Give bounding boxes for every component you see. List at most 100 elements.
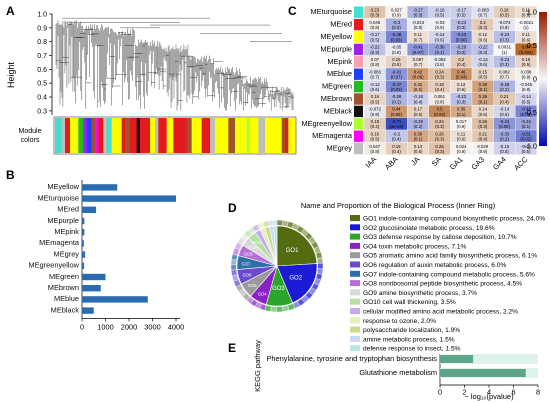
kegg-x-tick-label: 8 <box>536 388 540 397</box>
heatmap-cell-pvalue: (0.8) <box>370 112 379 117</box>
heatmap-row-swatch <box>354 93 363 105</box>
heatmap-cell-value: 0.16 <box>371 94 380 99</box>
heatmap-cell-value: -0.22 <box>478 45 488 50</box>
heatmap-cell-value: 0.26 <box>479 119 488 124</box>
heatmap-cell-pvalue: (0.6) <box>478 62 487 67</box>
module-color-stripe <box>111 118 122 153</box>
heatmap-cell-value: 0.24 <box>435 119 444 124</box>
module-color-stripe <box>158 118 167 153</box>
heatmap-cell-pvalue: (0.8) <box>435 62 444 67</box>
heatmap-cell-value: -0.48 <box>392 32 402 37</box>
heatmap-cell-value: 0.11 <box>522 7 531 12</box>
heatmap-cell-pvalue: (0.3) <box>457 25 466 30</box>
heatmap-cell-value: 0.017 <box>456 119 467 124</box>
module-colors-frame <box>53 116 297 155</box>
heatmap-cell-value: -0.12 <box>370 82 380 87</box>
heatmap-cell-value: 0.11 <box>457 131 466 136</box>
heatmap-cell-value: 0.18 <box>500 7 509 12</box>
dendrogram-y-tick-label: 0.5 <box>37 81 47 88</box>
pie-legend-swatch <box>350 280 360 287</box>
module-color-stripe <box>288 118 296 153</box>
module-color-stripe <box>103 118 107 153</box>
kegg-x-axis-label: − log₁₀(pvalue) <box>464 392 514 401</box>
heatmap-cell-pvalue: (0.5) <box>522 149 531 154</box>
heatmap-cell-value: -0.23 <box>500 57 510 62</box>
heatmap-cell-pvalue: (0.8) <box>522 87 531 92</box>
heatmap-cell-pvalue: (0.08) <box>499 124 511 129</box>
pie-legend-label: GO7 indole-containing compound metabolic… <box>363 271 535 278</box>
heatmap-cell-pvalue: (0.03) <box>391 37 403 42</box>
colorbar-gradient <box>539 12 547 146</box>
pie-legend-swatch <box>350 335 360 342</box>
heatmap-cell-value: -0.28 <box>500 82 510 87</box>
pie-legend-label: GO2 glucosinolate metabolic process, 19.… <box>363 225 495 232</box>
colorbar-tick-label: -1.0 <box>524 142 537 151</box>
module-color-stripe <box>65 118 71 153</box>
pie-slice-label: GO2 <box>289 276 302 282</box>
module-color-stripe <box>55 118 62 153</box>
heatmap-cell-pvalue: (0.6) <box>414 149 423 154</box>
heatmap-row-swatch <box>354 31 363 43</box>
heatmap-cell-pvalue: (0.3) <box>478 50 487 55</box>
heatmap-cell-pvalue: (0.9) <box>435 25 444 30</box>
heatmap-cell-value: 0.36 <box>479 94 488 99</box>
heatmap-cell-value: -0.0021 <box>519 20 534 25</box>
module-size-bar <box>82 195 176 202</box>
heatmap-row-label: MEbrown <box>321 94 352 103</box>
heatmap-cell-value: 0.19 <box>371 119 380 124</box>
heatmap-cell-pvalue: (0.6) <box>500 112 509 117</box>
pie-slice <box>272 225 278 267</box>
module-color-stripe <box>70 118 79 153</box>
heatmap-column-label: GA3 <box>469 155 486 172</box>
heatmap-cell-pvalue: (0.3) <box>478 124 487 129</box>
kegg-x-tick-label: 2 <box>462 388 466 397</box>
heatmap-cell-value: -0.51 <box>521 131 531 136</box>
module-color-stripe <box>281 118 286 153</box>
module-color-stripe <box>250 118 259 153</box>
panel-label-d: D <box>228 201 237 215</box>
module-color-stripe <box>235 118 247 153</box>
heatmap-cell-value: -0.16 <box>435 7 445 12</box>
pie-outer-ring-segment <box>268 219 274 227</box>
module-size-label: MEpink <box>54 227 79 236</box>
module-size-x-tick-label: 2000 <box>121 322 137 331</box>
heatmap-cell-value: 0.047 <box>369 144 380 149</box>
pie-outer-ring-segment <box>230 269 238 277</box>
heatmap-cell-pvalue: (0.03) <box>391 87 403 92</box>
pie-legend-swatch <box>350 215 360 221</box>
heatmap-cell-pvalue: (0.07) <box>391 75 403 80</box>
kegg-bars: Phenylalanine, tyrosine and tryptophan b… <box>266 354 538 386</box>
heatmap-cell-value: 0.07 <box>371 57 380 62</box>
pie-outer-ring-segment <box>317 262 324 270</box>
heatmap-cell-value: 0.14 <box>479 107 488 112</box>
heatmap-cell-value: 0.21 <box>479 131 488 136</box>
heatmap-cell-value: -0.15 <box>521 144 531 149</box>
heatmap-cell <box>515 142 537 155</box>
module-color-stripe <box>83 118 87 153</box>
module-color-stripe <box>285 118 289 153</box>
heatmap-cell-pvalue: (0.3) <box>370 13 379 18</box>
heatmap-cell-value: -0.05 <box>392 45 402 50</box>
heatmap-cell-value: 0.17 <box>414 107 423 112</box>
heatmap-cell-value: 0.087 <box>413 57 424 62</box>
module-color-stripe <box>210 118 216 153</box>
heatmap-cell-pvalue: (0.2) <box>392 25 401 30</box>
panel-label-a: A <box>6 4 15 18</box>
heatmap-cell-pvalue: (0.1) <box>522 124 531 129</box>
heatmap-cell-value: 0.11 <box>522 32 531 37</box>
panel-label-b: B <box>6 168 15 182</box>
heatmap-cell-pvalue: (0.5) <box>500 149 509 154</box>
dendrogram-y-tick-label: 1.0 <box>37 12 47 19</box>
heatmap-cell-value: 0.18 <box>392 144 401 149</box>
heatmap-column-label: GA4 <box>491 155 508 172</box>
module-size-bar <box>82 217 85 225</box>
module-color-stripe <box>91 118 96 153</box>
heatmap-row-label: MEturquoise <box>311 7 353 16</box>
heatmap-cell-value: -0.083 <box>477 7 490 12</box>
heatmap-cell-value: 0.32 <box>414 82 423 87</box>
heatmap-cell-pvalue: (0.1) <box>457 112 466 117</box>
heatmap-cell-pvalue: (0.8) <box>370 149 379 154</box>
heatmap-cell-pvalue: (0.06) <box>456 37 468 42</box>
heatmap-cell-value: 0.24 <box>435 69 444 74</box>
